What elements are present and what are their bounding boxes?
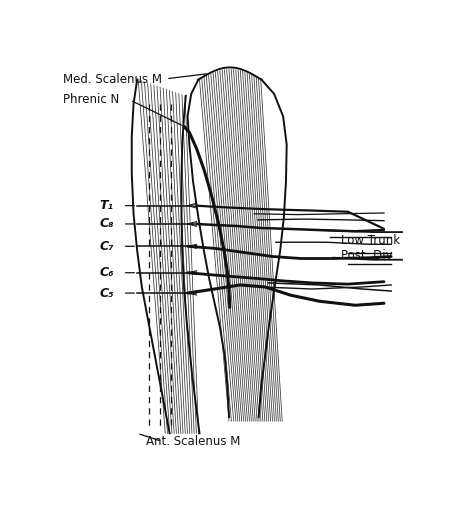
Text: Ant. Scalenus M: Ant. Scalenus M (146, 435, 240, 448)
Text: T₁: T₁ (99, 199, 113, 212)
Text: Med. Scalenus M: Med. Scalenus M (63, 73, 162, 86)
Text: C₈: C₈ (99, 218, 114, 230)
Text: C₅: C₅ (99, 287, 114, 299)
Text: Phrenic N: Phrenic N (63, 93, 119, 107)
Text: Low Trunk: Low Trunk (341, 234, 400, 247)
Text: Post. Div: Post. Div (341, 249, 392, 262)
Text: C₇: C₇ (99, 240, 114, 253)
Text: C₆: C₆ (99, 266, 114, 279)
